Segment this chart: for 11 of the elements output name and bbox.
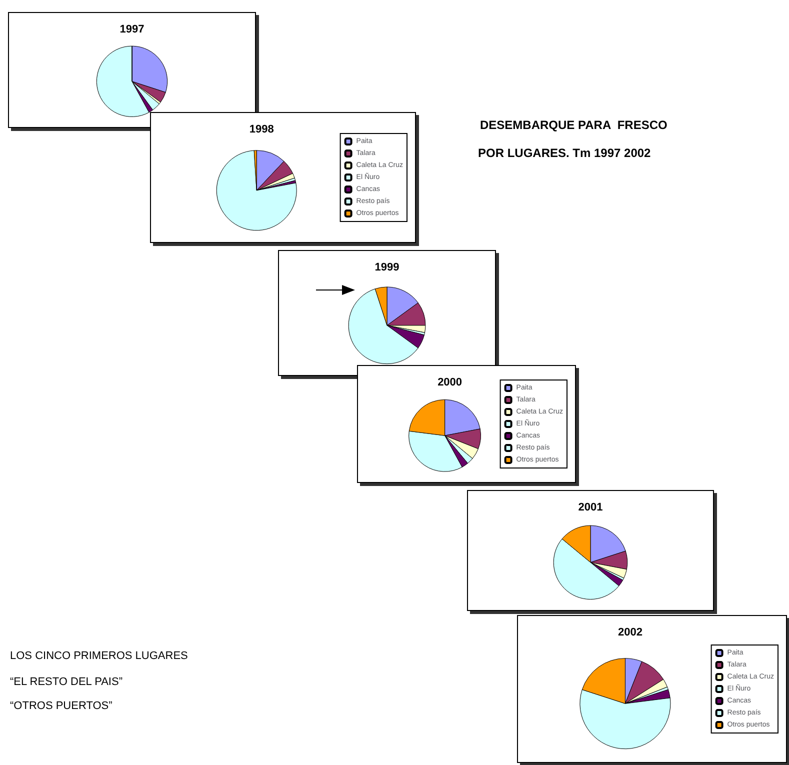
chart-title: 1997 — [120, 24, 144, 36]
text: POR LUGARES. Tm 1997 2002 — [478, 146, 651, 160]
text: DESEMBARQUE PARA FRESCO — [480, 118, 668, 132]
chart-title: 2002 — [618, 626, 642, 638]
text: LOS CINCO PRIMEROS LUGARES — [10, 650, 188, 662]
chart-title: 1999 — [374, 262, 400, 274]
chart-title: 2001 — [578, 502, 603, 514]
text: “EL RESTO DEL PAIS” — [10, 676, 122, 688]
chart-title: 1998 — [249, 124, 274, 136]
text: 2000 — [438, 376, 462, 388]
text: “OTROS PUERTOS” — [10, 700, 112, 712]
